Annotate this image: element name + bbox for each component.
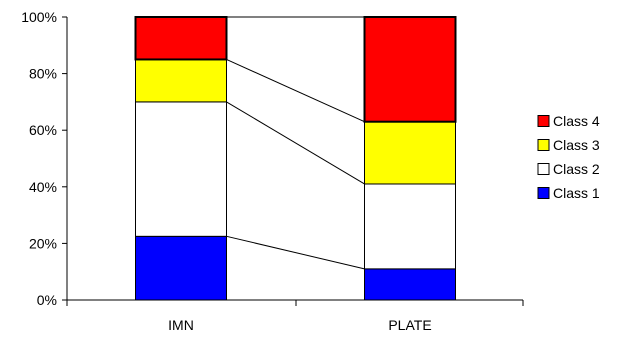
legend: Class 4 Class 3 Class 2 Class 1	[537, 113, 600, 201]
x-tick-label: PLATE	[388, 317, 431, 333]
bars	[134, 16, 457, 301]
legend-item: Class 1	[537, 185, 600, 201]
bar-segment-class-3	[364, 121, 456, 185]
legend-swatch	[537, 115, 550, 127]
y-tick-label: 100%	[21, 9, 57, 25]
y-tick-label: 0%	[37, 292, 57, 308]
tick-labels: 0% 20% 40% 60% 80% 100% IMN PLATE	[21, 9, 431, 333]
series-lines	[226, 16, 365, 270]
legend-swatch	[537, 139, 550, 151]
legend-label: Class 4	[553, 113, 600, 129]
bar-segment-class-4	[363, 16, 457, 123]
x-tick-label: IMN	[168, 317, 194, 333]
series-line	[226, 235, 365, 270]
bar-segment-class-3	[135, 58, 227, 103]
bar-segment-class-1	[364, 268, 456, 301]
legend-label: Class 2	[553, 161, 600, 177]
y-tick-label: 40%	[29, 179, 57, 195]
legend-swatch	[537, 163, 550, 175]
bar-segment-class-1	[135, 235, 227, 301]
y-tick-label: 60%	[29, 122, 57, 138]
series-line	[226, 101, 365, 185]
bar-segment-class-2	[135, 101, 227, 237]
legend-swatch	[537, 187, 550, 199]
legend-item: Class 2	[537, 161, 600, 177]
legend-item: Class 3	[537, 137, 600, 153]
y-tick-label: 80%	[29, 66, 57, 82]
legend-item: Class 4	[537, 113, 600, 129]
series-line	[226, 58, 365, 123]
legend-label: Class 1	[553, 185, 600, 201]
y-tick-label: 20%	[29, 235, 57, 251]
bar-segment-class-4	[134, 16, 228, 61]
bar-segment-class-2	[364, 183, 456, 270]
legend-label: Class 3	[553, 137, 600, 153]
